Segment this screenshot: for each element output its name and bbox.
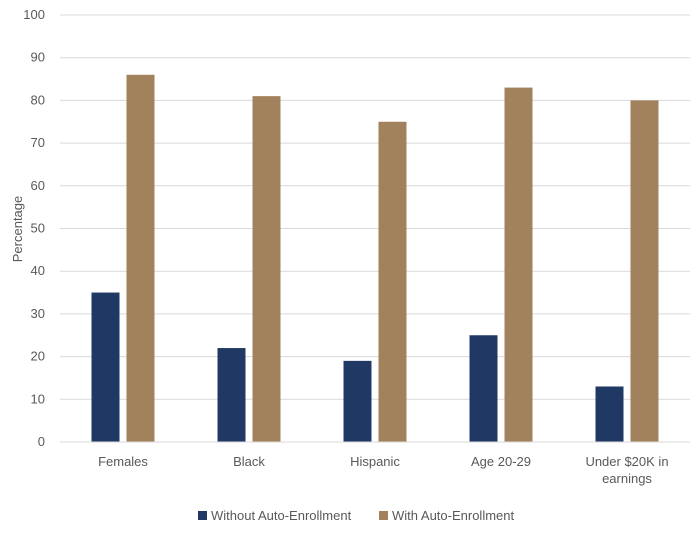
y-tick-label: 50 — [31, 221, 45, 236]
y-tick-label: 60 — [31, 178, 45, 193]
x-tick-label: Under $20K in earnings — [585, 454, 668, 486]
bar-with-auto-enrollment — [630, 100, 659, 443]
y-tick-label: 100 — [23, 7, 45, 22]
bar-without-auto-enrollment — [91, 292, 120, 442]
gridlines — [60, 14, 690, 400]
x-tick-label: Age 20-29 — [471, 454, 531, 469]
bar-without-auto-enrollment — [343, 360, 372, 442]
y-tick-label: 10 — [31, 391, 45, 406]
bar-with-auto-enrollment — [504, 87, 533, 442]
y-tick-label: 30 — [31, 306, 45, 321]
y-tick-label: 70 — [31, 135, 45, 150]
y-axis-label: Percentage — [10, 196, 25, 263]
bars — [91, 74, 659, 443]
legend-label: Without Auto-Enrollment — [211, 508, 352, 523]
y-tick-label: 40 — [31, 263, 45, 278]
y-tick-label: 90 — [31, 50, 45, 65]
legend-swatch — [379, 511, 388, 520]
bar-without-auto-enrollment — [595, 386, 624, 442]
y-axis-ticks: 0 10 20 30 40 50 60 70 80 90 100 — [23, 7, 45, 449]
x-axis-ticks: Females Black Hispanic Age 20-29 Under $20K … — [98, 454, 668, 486]
y-tick-label: 20 — [31, 349, 45, 364]
x-tick-label: Hispanic — [350, 454, 400, 469]
y-tick-label: 0 — [38, 434, 45, 449]
bar-without-auto-enrollment — [469, 335, 498, 442]
legend: Without Auto-Enrollment With Auto-Enrollm… — [198, 508, 514, 523]
bar-with-auto-enrollment — [378, 121, 407, 442]
bar-without-auto-enrollment — [217, 348, 246, 442]
x-tick-label: Black — [233, 454, 265, 469]
bar-with-auto-enrollment — [126, 74, 155, 442]
y-tick-label: 80 — [31, 92, 45, 107]
legend-label: With Auto-Enrollment — [392, 508, 514, 523]
x-tick-label: Females — [98, 454, 148, 469]
bar-with-auto-enrollment — [252, 96, 281, 442]
legend-swatch — [198, 511, 207, 520]
